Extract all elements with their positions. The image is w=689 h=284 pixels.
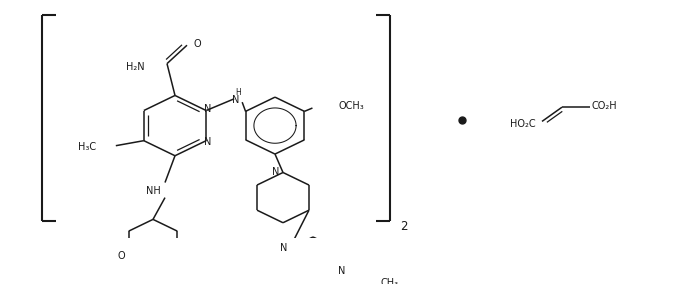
- Text: N: N: [232, 95, 240, 105]
- Text: CO₂H: CO₂H: [592, 101, 617, 110]
- Text: N: N: [338, 266, 346, 276]
- Text: HO₂C: HO₂C: [510, 119, 535, 129]
- Text: NH: NH: [146, 186, 161, 196]
- Text: OCH₃: OCH₃: [338, 101, 364, 111]
- Text: O: O: [193, 39, 200, 49]
- Text: N: N: [205, 104, 212, 114]
- Text: N: N: [271, 168, 279, 178]
- Text: H₂N: H₂N: [126, 62, 145, 72]
- Text: 2: 2: [400, 220, 407, 233]
- Text: CH₃: CH₃: [380, 277, 398, 284]
- Text: N: N: [205, 137, 212, 147]
- Text: N: N: [280, 243, 287, 253]
- Text: H: H: [236, 87, 241, 97]
- Text: H₃C: H₃C: [78, 142, 96, 153]
- Text: O: O: [117, 251, 125, 261]
